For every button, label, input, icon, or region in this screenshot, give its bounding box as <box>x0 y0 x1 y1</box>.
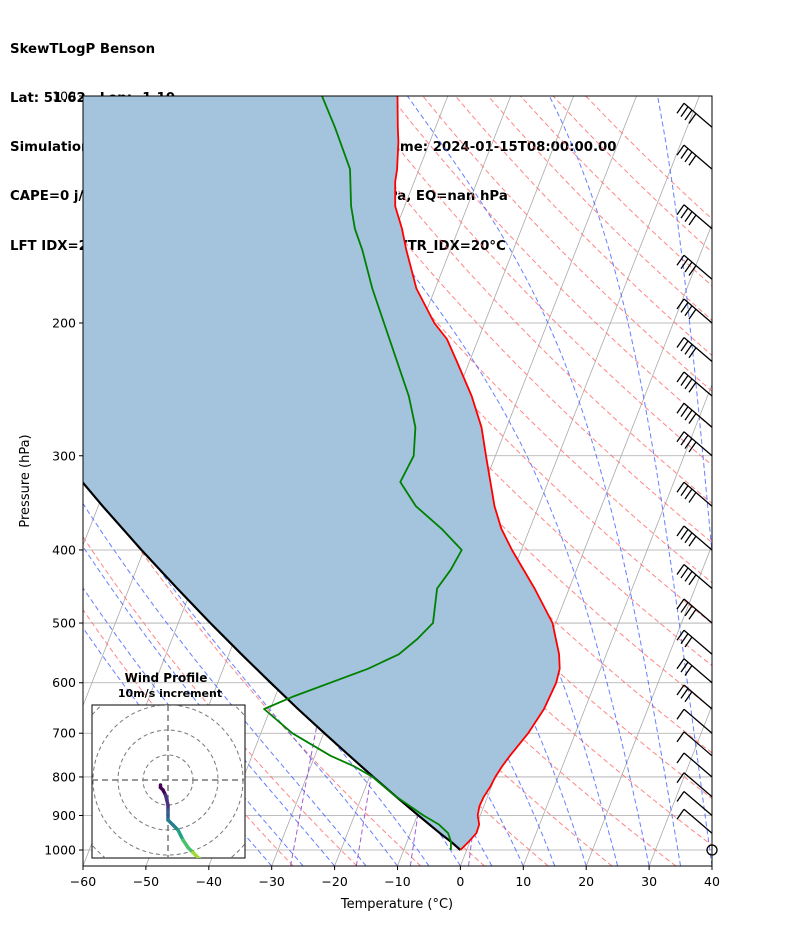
cin-shading <box>83 96 560 850</box>
parcel-profile-line <box>83 481 462 851</box>
y-tick-label: 200 <box>52 315 76 330</box>
hodograph <box>92 705 245 866</box>
isotherm-line <box>648 704 712 866</box>
x-tick-label: 0 <box>456 874 464 889</box>
x-axis-label: Temperature (°C) <box>340 897 453 912</box>
x-tick-label: 30 <box>641 874 657 889</box>
y-tick-label: 900 <box>52 808 76 823</box>
wind-barb <box>676 102 713 128</box>
y-axis: 100 200 300 400 500 600 700 800 900 1000 <box>44 89 83 858</box>
temperature-profile-line <box>394 96 561 851</box>
dry-adiabat <box>552 96 712 253</box>
x-tick-label: −50 <box>133 874 159 889</box>
wind-profile-inset: Wind Profile 10m/s increment <box>91 671 246 866</box>
wind-barb <box>676 629 713 655</box>
wind-barb <box>676 431 713 457</box>
y-tick-label: 700 <box>52 726 76 741</box>
isotherm-line <box>0 96 70 866</box>
wind-barb <box>676 772 713 798</box>
y-tick-label: 400 <box>52 542 76 557</box>
isotherm-line <box>522 383 712 866</box>
wind-barb <box>676 808 713 834</box>
dry-adiabat <box>83 327 549 866</box>
cape-fill <box>83 96 560 850</box>
inset-subtitle: 10m/s increment <box>118 687 222 700</box>
wind-barb <box>676 525 713 551</box>
x-tick-label: −40 <box>196 874 222 889</box>
wind-barb <box>676 752 713 778</box>
x-tick-label: 20 <box>578 874 594 889</box>
wind-barb <box>676 658 713 684</box>
profile-lines <box>83 96 561 851</box>
wind-barb <box>676 564 713 590</box>
x-tick-label: 40 <box>704 874 720 889</box>
moist-adiabat <box>83 456 398 866</box>
wind-barb <box>676 254 713 280</box>
y-tick-label: 800 <box>52 769 76 784</box>
y-tick-label: 300 <box>52 448 76 463</box>
moist-adiabat <box>657 96 712 559</box>
dry-adiabat <box>520 96 712 287</box>
isotherm-line <box>711 864 712 866</box>
dewpoint-profile-line <box>263 96 463 851</box>
dry-adiabat <box>83 536 358 866</box>
x-tick-label: −20 <box>321 874 347 889</box>
isotherm-line <box>585 544 712 866</box>
x-tick-label: 10 <box>515 874 531 889</box>
wind-barb <box>676 144 713 170</box>
title: SkewTLogP Benson <box>10 41 156 57</box>
x-tick-label: −10 <box>384 874 410 889</box>
wind-barb <box>676 298 713 324</box>
wind-barb <box>676 598 713 624</box>
y-tick-label: 100 <box>52 89 76 104</box>
dry-adiabat <box>324 96 712 505</box>
x-axis: −60 −50 −40 −30 −20 −10 0 10 20 30 40 <box>70 866 720 889</box>
dry-adiabat <box>259 96 712 584</box>
x-tick-label: −60 <box>70 874 96 889</box>
wind-barb <box>676 684 713 710</box>
moist-adiabat <box>406 96 681 866</box>
y-tick-label: 600 <box>52 675 76 690</box>
wind-barb <box>676 708 713 734</box>
moist-adiabat <box>284 96 650 866</box>
dry-adiabat <box>83 464 422 866</box>
y-tick-label: 500 <box>52 616 76 631</box>
wind-barb <box>676 402 713 428</box>
moist-adiabat <box>83 545 335 866</box>
y-axis-label: Pressure (hPa) <box>18 434 33 527</box>
wind-barb <box>676 371 713 397</box>
wind-barbs <box>676 102 718 856</box>
wind-barb <box>676 481 713 507</box>
moist-adiabat <box>83 502 367 866</box>
x-tick-label: −30 <box>259 874 285 889</box>
wind-barb <box>676 791 713 817</box>
dry-adiabat <box>487 96 712 321</box>
wind-barb <box>676 731 713 757</box>
wind-barb <box>676 204 713 230</box>
dry-adiabat <box>585 96 712 220</box>
dry-adiabat <box>292 96 712 544</box>
y-tick-label: 1000 <box>44 843 76 858</box>
hodograph-segment <box>211 863 219 866</box>
inset-title: Wind Profile <box>125 671 208 685</box>
isotherm-line <box>0 96 7 866</box>
moist-adiabat <box>548 96 712 866</box>
wind-barb <box>676 337 713 363</box>
